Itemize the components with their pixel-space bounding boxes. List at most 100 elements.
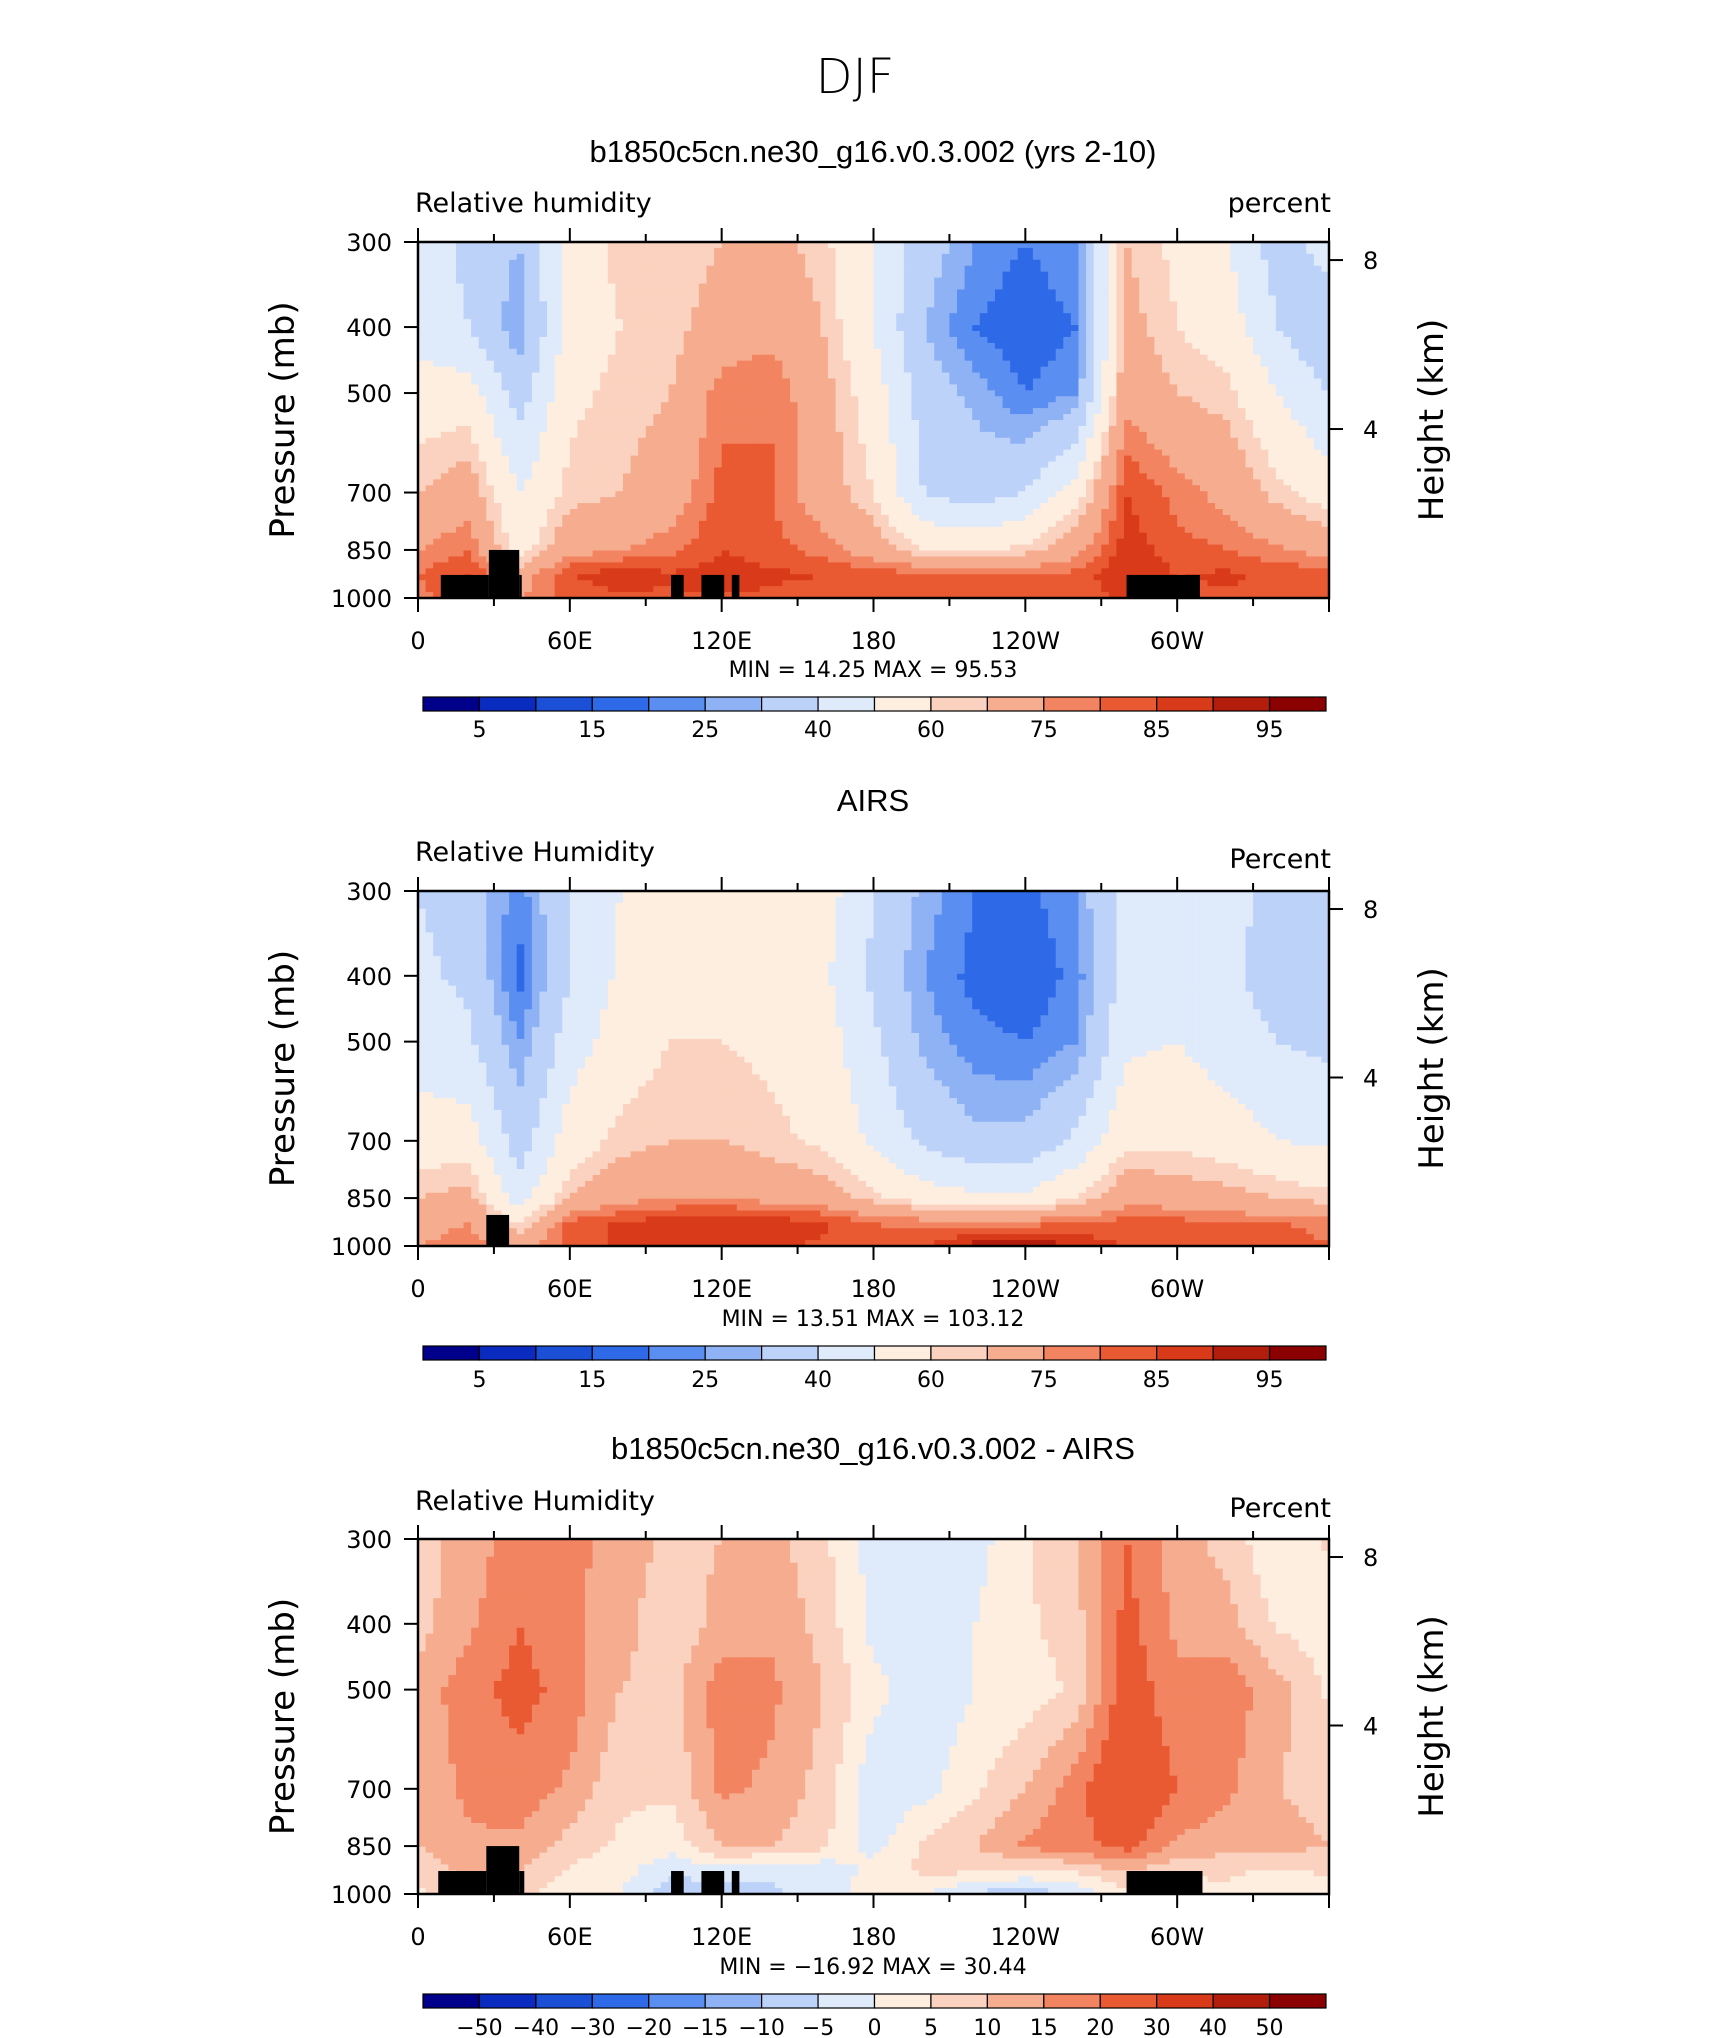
contour-cell (964, 372, 973, 380)
contour-cell (994, 366, 1004, 374)
contour-cell (1169, 307, 1178, 314)
contour-cell (1101, 431, 1110, 439)
contour-cell (478, 378, 487, 385)
contour-cell (440, 289, 449, 296)
contour-cell (987, 420, 996, 427)
contour-cell (638, 360, 647, 368)
contour-cell (645, 354, 654, 362)
contour-cell (721, 443, 730, 451)
contour-cell (630, 313, 639, 320)
contour-cell (934, 485, 943, 492)
contour-cell (1040, 354, 1049, 362)
contour-cell (531, 253, 541, 261)
contour-cell (524, 366, 533, 374)
contour-cell (569, 265, 579, 273)
contour-cell (1093, 372, 1102, 380)
contour-cell (1002, 242, 1011, 249)
contour-cell (729, 414, 738, 421)
contour-cell (752, 307, 761, 314)
contour-cell (896, 455, 905, 463)
contour-cell (903, 307, 913, 314)
contour-cell (782, 366, 791, 374)
contour-cell (585, 479, 594, 486)
contour-cell (919, 289, 928, 296)
contour-cell (615, 467, 624, 474)
contour-cell (752, 295, 761, 302)
contour-cell (1017, 372, 1026, 380)
contour-cell (1078, 479, 1087, 486)
contour-cell (1116, 348, 1125, 356)
contour-cell (919, 425, 928, 433)
contour-cell (683, 479, 692, 486)
contour-cell (820, 420, 829, 427)
contour-cell (1131, 384, 1140, 391)
contour-cell (987, 265, 996, 273)
contour-cell (820, 425, 829, 433)
contour-cell (926, 354, 935, 362)
contour-cell (585, 414, 594, 421)
contour-cell (615, 372, 624, 380)
contour-cell (1161, 354, 1171, 362)
contour-cell (660, 271, 670, 279)
contour-cell (1215, 402, 1224, 409)
contour-cell (539, 366, 548, 374)
contour-cell (615, 295, 624, 302)
contour-cell (562, 425, 571, 433)
contour-cell (873, 289, 882, 296)
contour-cell (759, 473, 768, 480)
contour-cell (752, 242, 761, 249)
contour-cell (1298, 242, 1307, 249)
contour-cell (493, 253, 503, 261)
contour-cell (767, 366, 776, 374)
contour-cell (600, 325, 609, 332)
contour-cell (1101, 325, 1110, 332)
contour-cell (934, 295, 943, 302)
contour-cell (698, 289, 708, 296)
contour-cell (994, 277, 1004, 285)
contour-cell (418, 360, 427, 368)
contour-cell (789, 414, 799, 421)
contour-cell (987, 437, 996, 445)
contour-cell (653, 455, 662, 463)
contour-cell (820, 390, 829, 397)
contour-cell (478, 301, 487, 308)
contour-cell (957, 295, 966, 302)
contour-cell (888, 372, 897, 380)
contour-cell (752, 271, 761, 279)
contour-cell (805, 247, 814, 255)
contour-cell (607, 431, 616, 439)
contour-cell (539, 253, 548, 261)
contour-cell (994, 431, 1004, 439)
contour-cell (820, 485, 829, 492)
contour-cell (858, 402, 867, 409)
contour-cell (1048, 301, 1057, 308)
contour-cell (653, 259, 662, 267)
contour-cell (455, 366, 465, 374)
contour-cell (1055, 253, 1064, 261)
contour-cell (463, 396, 472, 403)
contour-cell (1108, 443, 1118, 451)
contour-cell (941, 348, 951, 356)
contour-cell (509, 277, 518, 285)
contour-cell (1040, 390, 1049, 397)
contour-cell (903, 259, 913, 267)
contour-cell (1063, 372, 1072, 380)
contour-cell (1313, 313, 1323, 320)
contour-cell (865, 384, 875, 391)
contour-cell (1291, 247, 1300, 255)
contour-cell (1108, 295, 1118, 302)
contour-cell (630, 473, 639, 480)
contour-cell (721, 473, 730, 480)
contour-cell (493, 414, 503, 421)
contour-cell (562, 348, 571, 356)
contour-cell (994, 283, 1004, 291)
contour-cell (562, 242, 571, 249)
contour-cell (676, 384, 685, 391)
contour-cell (767, 253, 776, 261)
contour-cell (1237, 443, 1247, 451)
contour-cell (622, 402, 632, 409)
contour-cell (858, 348, 867, 356)
contour-cell (645, 408, 654, 415)
contour-cell (531, 425, 541, 433)
contour-cell (418, 313, 427, 320)
